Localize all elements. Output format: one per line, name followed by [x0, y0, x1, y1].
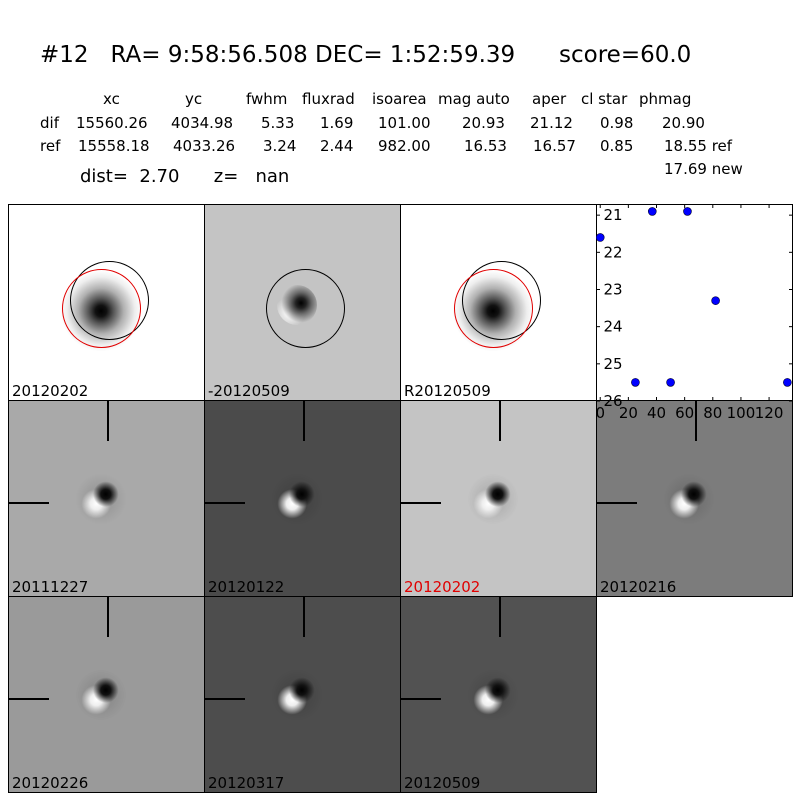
difference-source	[463, 469, 523, 529]
lightcurve-plot: 21 22 23 24 25 26 0 20 40 60 80 100 120	[596, 204, 793, 420]
crosshair-horizontal	[9, 502, 49, 504]
data-point	[783, 378, 792, 387]
plot-frame	[596, 204, 793, 401]
table-cell: 18.55 ref	[664, 137, 733, 155]
reference-circle	[454, 269, 533, 348]
dist-line: dist= 2.70 z= nan	[80, 166, 290, 187]
crosshair-vertical	[107, 401, 109, 441]
data-point	[666, 378, 675, 387]
crosshair-vertical	[499, 401, 501, 441]
image-panel: 20120226	[8, 596, 205, 793]
x-tick-label: 60	[675, 404, 694, 420]
image-panel: 20120202	[400, 400, 597, 597]
crosshair-vertical	[303, 401, 305, 441]
column-header: fwhm	[246, 90, 288, 108]
crosshair-horizontal	[205, 502, 245, 504]
crosshair-horizontal	[401, 698, 441, 700]
table-cell: 20.93	[462, 114, 505, 132]
table-cell: 2.44	[320, 137, 354, 155]
panel-date-label: 20120202	[12, 382, 89, 400]
crosshair-vertical	[303, 597, 305, 637]
page-title: #12 RA= 9:58:56.508 DEC= 1:52:59.39 scor…	[40, 42, 692, 68]
panel-date-label: R20120509	[404, 382, 491, 400]
data-point	[596, 233, 605, 242]
reference-circle	[62, 269, 141, 348]
extra-phmag: 17.69 new	[664, 160, 743, 178]
crosshair-vertical	[107, 597, 109, 637]
row-label: dif	[40, 114, 59, 132]
x-tick-label: 80	[703, 404, 722, 420]
y-tick-label: 22	[603, 243, 622, 261]
column-header: isoarea	[372, 90, 427, 108]
table-cell: 16.57	[533, 137, 576, 155]
table-cell: 982.00	[378, 137, 431, 155]
y-tick-label: 26	[603, 392, 622, 410]
row-label: ref	[40, 137, 61, 155]
panel-date-label: 20120509	[404, 774, 481, 792]
y-tick-label: 23	[603, 280, 622, 298]
table-cell: 4034.98	[171, 114, 234, 132]
y-tick-label: 21	[603, 206, 622, 224]
panel-date-label: -20120509	[208, 382, 290, 400]
difference-source	[71, 469, 131, 529]
difference-source	[267, 665, 327, 725]
lightcurve-svg: 21 22 23 24 25 260 20 40 60 80 100 120	[596, 204, 793, 420]
image-panel: 20120202	[8, 204, 205, 401]
aperture-circle	[266, 269, 345, 348]
panel-date-label: 20120122	[208, 578, 285, 596]
x-tick-label: 0	[596, 404, 605, 420]
difference-source	[71, 665, 131, 725]
image-panel: R20120509	[400, 204, 597, 401]
image-panel: 20120509	[400, 596, 597, 793]
difference-source	[659, 469, 719, 529]
image-panel: 20111227	[8, 400, 205, 597]
data-point	[647, 207, 657, 216]
table-cell: 4033.26	[173, 137, 236, 155]
column-header: cl star	[581, 90, 628, 108]
data-point	[631, 378, 640, 387]
crosshair-vertical	[695, 401, 697, 441]
y-tick-label: 25	[603, 355, 622, 373]
y-tick-label: 24	[603, 318, 622, 336]
column-header: aper	[532, 90, 567, 108]
difference-source	[463, 665, 523, 725]
table-cell: 15558.18	[78, 137, 150, 155]
table-cell: 15560.26	[76, 114, 148, 132]
table-cell: 16.53	[464, 137, 507, 155]
crosshair-horizontal	[401, 502, 441, 504]
image-panel: 20120317	[204, 596, 401, 793]
x-tick-label: 40	[647, 404, 666, 420]
table-cell: 5.33	[261, 114, 295, 132]
table-cell: 101.00	[378, 114, 431, 132]
panel-date-label: 20120202	[404, 578, 481, 596]
table-cell: 21.12	[530, 114, 573, 132]
x-tick-label: 20	[619, 404, 638, 420]
crosshair-horizontal	[9, 698, 49, 700]
crosshair-vertical	[499, 597, 501, 637]
table-cell: 3.24	[263, 137, 297, 155]
image-panel: 20120122	[204, 400, 401, 597]
column-header: yc	[185, 90, 203, 108]
x-tick-label: 100	[727, 404, 756, 420]
crosshair-horizontal	[597, 502, 637, 504]
crosshair-horizontal	[205, 698, 245, 700]
column-header: phmag	[639, 90, 692, 108]
image-panel: -20120509	[204, 204, 401, 401]
table-cell: 20.90	[662, 114, 705, 132]
column-header: xc	[103, 90, 120, 108]
x-tick-label: 120	[755, 404, 784, 420]
panel-date-label: 20120317	[208, 774, 285, 792]
data-point	[683, 207, 692, 216]
difference-source	[267, 469, 327, 529]
column-header: mag auto	[438, 90, 510, 108]
column-header: fluxrad	[302, 90, 355, 108]
panel-date-label: 20120216	[600, 578, 677, 596]
table-cell: 0.85	[600, 137, 634, 155]
image-panel: 20120216	[596, 400, 793, 597]
table-cell: 0.98	[600, 114, 634, 132]
table-cell: 1.69	[320, 114, 354, 132]
data-point	[711, 296, 720, 305]
panel-date-label: 20120226	[12, 774, 89, 792]
panel-date-label: 20111227	[12, 578, 89, 596]
